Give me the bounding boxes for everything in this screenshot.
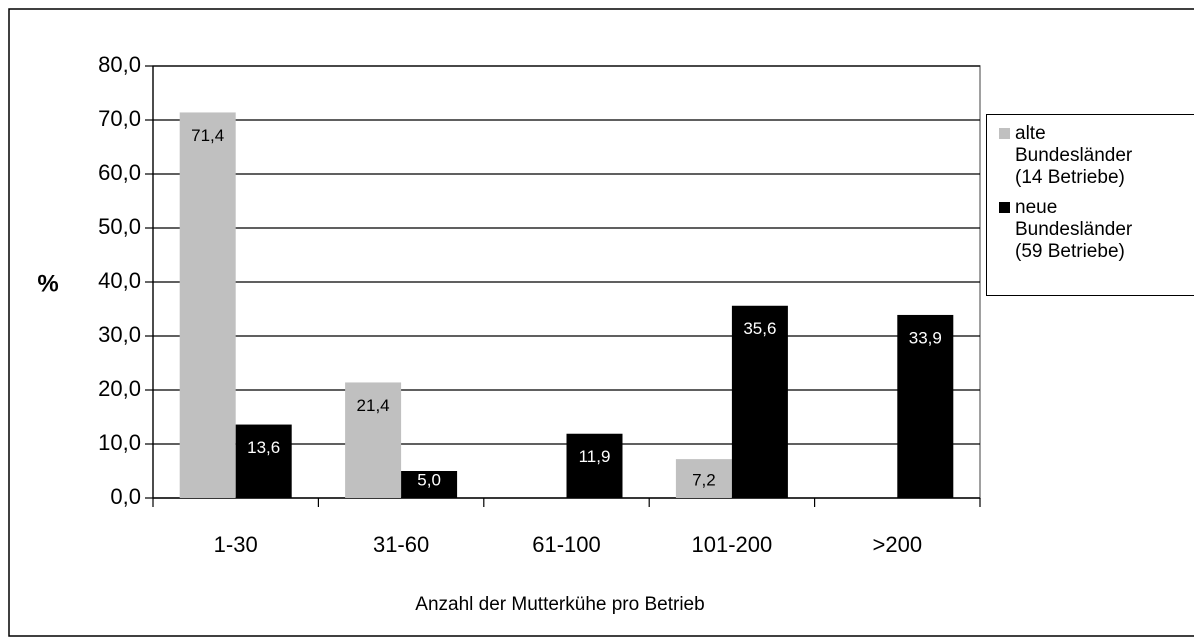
value-label: 21,4 — [357, 396, 390, 415]
bar — [566, 433, 623, 498]
x-axis-title: Anzahl der Mutterkühe pro Betrieb — [415, 594, 704, 615]
bar — [235, 424, 292, 498]
legend-label: alte Bundesländer (14 Betriebe) — [1015, 123, 1133, 188]
value-label: 11,9 — [579, 447, 611, 466]
y-tick-label: 40,0 — [98, 268, 141, 293]
y-axis-title: % — [37, 270, 58, 297]
value-label: 13,6 — [247, 438, 280, 457]
y-tick-label: 60,0 — [98, 160, 141, 185]
bar — [401, 471, 458, 498]
y-tick-label: 20,0 — [98, 376, 141, 401]
value-label: 35,6 — [743, 319, 776, 338]
y-tick-label: 0,0 — [110, 484, 141, 509]
x-tick-label: 31-60 — [373, 532, 429, 557]
x-tick-label: 61-100 — [532, 532, 601, 557]
legend-entry: alte Bundesländer (14 Betriebe) — [987, 123, 1143, 189]
value-label: 33,9 — [909, 328, 942, 347]
bar — [897, 314, 954, 498]
legend-entry: neue Bundesländer (59 Betriebe) — [987, 197, 1143, 263]
y-tick-label: 70,0 — [98, 106, 141, 131]
x-tick-label: 101-200 — [692, 532, 773, 557]
y-tick-label: 80,0 — [98, 52, 141, 77]
y-tick-label: 50,0 — [98, 214, 141, 239]
value-label: 7,2 — [692, 470, 716, 489]
bar — [675, 459, 732, 498]
value-label: 71,4 — [191, 126, 224, 145]
value-label: 5,0 — [417, 470, 441, 489]
y-tick-label: 30,0 — [98, 322, 141, 347]
bar — [345, 382, 402, 498]
legend-swatch — [999, 202, 1010, 213]
bar — [179, 112, 236, 498]
y-tick-label: 10,0 — [98, 430, 141, 455]
legend: alte Bundesländer (14 Betriebe) neue Bund… — [986, 114, 1194, 296]
legend-label: neue Bundesländer (59 Betriebe) — [1015, 197, 1133, 262]
legend-swatch — [999, 128, 1010, 139]
x-tick-label: >200 — [873, 532, 923, 557]
bar — [731, 305, 788, 498]
x-tick-label: 1-30 — [214, 532, 258, 557]
